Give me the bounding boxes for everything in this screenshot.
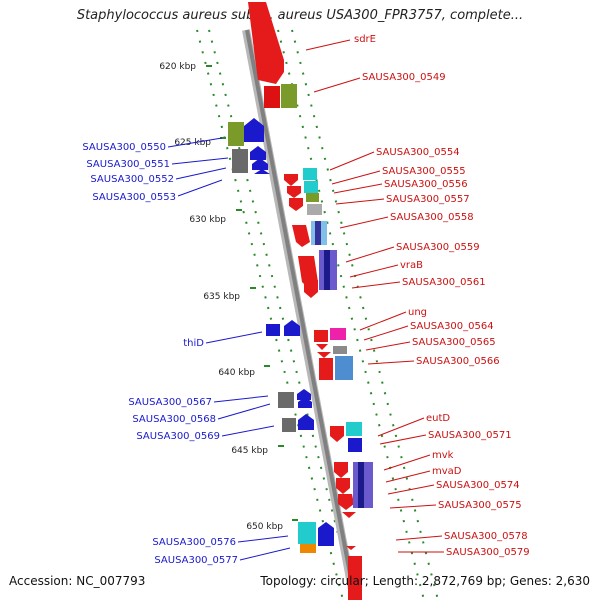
gene-0551-b[interactable]: [250, 146, 266, 160]
left-inner-guide: [208, 29, 356, 600]
gene-label[interactable]: mvk: [432, 450, 454, 461]
gene-label[interactable]: SAUSA300_0566: [416, 356, 500, 367]
tick-label: 635 kbp: [203, 292, 240, 302]
accession-text: Accession: NC_007793: [9, 574, 146, 588]
gene-0578[interactable]: [346, 546, 356, 550]
gene-label[interactable]: ung: [408, 307, 427, 318]
gene-0557[interactable]: [307, 204, 322, 215]
gene-0576-b[interactable]: [318, 522, 334, 546]
gene-label[interactable]: SAUSA300_0553: [92, 192, 176, 203]
gene-mvk[interactable]: [334, 462, 348, 478]
gene-ung[interactable]: [314, 330, 328, 342]
gene-label[interactable]: SAUSA300_0555: [382, 166, 466, 177]
gene-0571[interactable]: [348, 438, 362, 452]
gene-0565-b[interactable]: [317, 352, 331, 358]
gene-label[interactable]: mvaD: [432, 466, 462, 477]
gene-0549-a[interactable]: [264, 86, 280, 108]
left-outer-guide: [196, 29, 344, 600]
tick-label: 640 kbp: [218, 368, 255, 378]
gene-0556-a[interactable]: [304, 181, 318, 193]
map-title: Staphylococcus aureus subsp. aureus USA3…: [76, 8, 524, 23]
gene-label[interactable]: SAUSA300_0577: [154, 555, 238, 566]
gene-0565[interactable]: [316, 344, 328, 350]
gene-0555-a[interactable]: [303, 168, 317, 180]
left-leaders: [167, 137, 291, 561]
reverse-features: [228, 118, 334, 553]
gene-label[interactable]: eutD: [426, 413, 450, 424]
tick-label: 645 kbp: [231, 446, 268, 456]
gene-0549-b[interactable]: [281, 84, 297, 108]
gene-label[interactable]: sdrE: [354, 34, 376, 45]
gene-thiD-b[interactable]: [284, 320, 300, 336]
gene-0577[interactable]: [300, 544, 316, 553]
gene-0566[interactable]: [319, 358, 333, 380]
gene-label[interactable]: SAUSA300_0575: [438, 500, 522, 511]
gene-label[interactable]: SAUSA300_0579: [446, 547, 530, 558]
gene-label[interactable]: SAUSA300_0551: [86, 159, 170, 170]
gene-0566-a[interactable]: [333, 346, 347, 354]
gene-0557-a[interactable]: [306, 193, 319, 202]
gene-0558-a[interactable]: [292, 225, 310, 247]
track-guides: [196, 29, 439, 600]
tick-label: 630 kbp: [189, 215, 226, 225]
gene-0566-b[interactable]: [335, 356, 353, 380]
gene-eutD[interactable]: [330, 426, 344, 442]
gene-0568[interactable]: [298, 397, 312, 408]
gene-0550-b[interactable]: [244, 118, 264, 142]
gene-label[interactable]: SAUSA300_0568: [132, 414, 216, 425]
gene-0575-b[interactable]: [342, 512, 356, 518]
forward-features: [248, 2, 373, 600]
gene-0567[interactable]: [278, 392, 294, 408]
gene-label[interactable]: SAUSA300_0576: [152, 537, 236, 548]
gene-mvaD[interactable]: [336, 478, 350, 494]
gene-label[interactable]: SAUSA300_0556: [384, 179, 468, 190]
gene-0569[interactable]: [282, 418, 296, 432]
gene-thiD[interactable]: [266, 324, 280, 336]
gene-0550[interactable]: [228, 122, 244, 146]
gene-label[interactable]: SAUSA300_0564: [410, 321, 494, 332]
gene-0567-b[interactable]: [297, 389, 311, 400]
gene-eutD-b[interactable]: [346, 422, 362, 436]
tick-label: 620 kbp: [159, 62, 196, 72]
left-gene-labels: SAUSA300_0550 SAUSA300_0551 SAUSA300_055…: [82, 142, 238, 566]
right-gene-labels: sdrE SAUSA300_0549 SAUSA300_0554 SAUSA30…: [354, 34, 530, 558]
gene-label[interactable]: SAUSA300_0550: [82, 142, 166, 153]
gene-label[interactable]: SAUSA300_0574: [436, 480, 520, 491]
gene-0569-b[interactable]: [298, 414, 314, 430]
gene-label[interactable]: SAUSA300_0561: [402, 277, 486, 288]
gene-0556[interactable]: [289, 198, 303, 211]
gene-sdrE[interactable]: [248, 2, 284, 84]
gene-0579[interactable]: [348, 556, 362, 600]
gene-0555[interactable]: [287, 186, 301, 198]
gene-label[interactable]: SAUSA300_0571: [428, 430, 512, 441]
gene-0552[interactable]: [252, 158, 268, 170]
gene-0576[interactable]: [298, 522, 316, 544]
gene-label[interactable]: SAUSA300_0565: [412, 337, 496, 348]
ruler-ticks: [206, 65, 298, 521]
gene-label[interactable]: SAUSA300_0569: [136, 431, 220, 442]
genome-summary-text: Topology: circular; Length: 2,872,769 bp…: [260, 574, 590, 588]
gene-label[interactable]: SAUSA300_0567: [128, 397, 212, 408]
tick-label: 650 kbp: [246, 522, 283, 532]
gene-label[interactable]: SAUSA300_0578: [444, 531, 528, 542]
gene-label[interactable]: thiD: [183, 338, 204, 349]
right-leaders: [305, 39, 444, 553]
gene-vraB[interactable]: [304, 280, 318, 298]
gene-0554[interactable]: [284, 174, 298, 186]
gene-label[interactable]: SAUSA300_0557: [386, 194, 470, 205]
gene-0574[interactable]: [338, 494, 354, 510]
gene-label[interactable]: SAUSA300_0558: [390, 212, 474, 223]
gene-label[interactable]: SAUSA300_0549: [362, 72, 446, 83]
gene-label[interactable]: SAUSA300_0554: [376, 147, 460, 158]
gene-label[interactable]: SAUSA300_0552: [90, 174, 174, 185]
gene-label[interactable]: vraB: [400, 260, 423, 271]
gene-0553[interactable]: [254, 169, 270, 174]
gene-label[interactable]: SAUSA300_0559: [396, 242, 480, 253]
gene-0564[interactable]: [330, 328, 346, 340]
backbone: [242, 29, 358, 600]
gene-0551[interactable]: [232, 149, 248, 173]
